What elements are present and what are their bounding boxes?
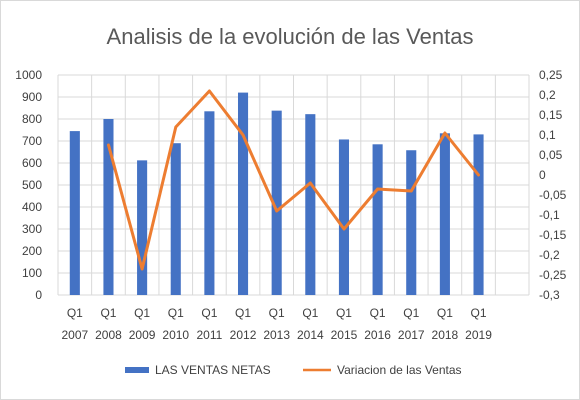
- line-variacion-ventas: [107, 89, 480, 271]
- bar-ventas-netas: [69, 131, 80, 295]
- bar-ventas-netas: [204, 111, 215, 295]
- y-right-tick-label: -0,2: [539, 248, 560, 262]
- x-tick-label-year: 2014: [297, 328, 324, 342]
- x-tick-label-quarter: Q1: [302, 306, 318, 320]
- x-tick-label-year: 2009: [129, 328, 156, 342]
- y-right-tick-label: 0,05: [539, 148, 563, 162]
- x-tick-label-year: 2011: [196, 328, 222, 342]
- line-point-variacion: [241, 133, 245, 137]
- x-tick-label-year: 2016: [364, 328, 391, 342]
- y-right-tick-label: -0,25: [539, 268, 567, 282]
- y-right-tick-label: -0,15: [539, 228, 567, 242]
- line-point-variacion: [410, 189, 413, 193]
- line-point-variacion: [443, 131, 447, 135]
- y-right-tick-label: 0,2: [539, 88, 556, 102]
- line-series: [107, 89, 480, 271]
- x-tick-label-quarter: Q1: [67, 306, 83, 320]
- bar-ventas-netas: [137, 160, 148, 295]
- line-point-variacion: [107, 143, 110, 147]
- y-right-tick-label: -0,3: [539, 288, 560, 302]
- x-axis: Q1 2007 Q1 2008 Q1 2009 Q1 2010 Q1 2011 Q1 2012 Q1 20…: [61, 306, 492, 342]
- bar-ventas-netas: [103, 119, 114, 295]
- y-left-tick-label: 300: [22, 222, 42, 236]
- legend-swatch-bar: [125, 367, 149, 373]
- bar-ventas-netas: [338, 139, 350, 295]
- line-point-variacion: [174, 125, 177, 129]
- gridlines: [57, 74, 530, 296]
- x-tick-label-quarter: Q1: [370, 306, 386, 320]
- x-tick-label-quarter: Q1: [134, 306, 150, 320]
- line-point-variacion: [477, 173, 480, 177]
- bar-series: [69, 92, 484, 295]
- x-tick-label-year: 2013: [263, 328, 290, 342]
- y-left-tick-label: 900: [22, 90, 42, 104]
- line-point-variacion: [376, 187, 379, 191]
- y-left-tick-label: 700: [22, 134, 42, 148]
- x-tick-label-quarter: Q1: [437, 306, 453, 320]
- x-tick-label-quarter: Q1: [336, 306, 352, 320]
- x-tick-label-year: 2015: [331, 328, 358, 342]
- x-tick-label-year: 2008: [95, 328, 122, 342]
- x-tick-label-quarter: Q1: [471, 306, 487, 320]
- legend: LAS VENTAS NETAS Variacion de las Ventas: [125, 363, 462, 377]
- x-tick-label-year: 2018: [432, 328, 459, 342]
- bar-ventas-netas: [439, 133, 450, 295]
- y-left-tick-label: 0: [35, 288, 42, 302]
- x-tick-label-year: 2012: [230, 328, 257, 342]
- x-tick-label-year: 2010: [162, 328, 189, 342]
- y-right-tick-label: 0,15: [539, 108, 563, 122]
- bar-ventas-netas: [170, 143, 181, 295]
- bar-ventas-netas: [372, 144, 383, 295]
- y-right-tick-label: 0,25: [539, 68, 563, 82]
- y-axis-left: 0 100 200 300 400 500 600 700 800 900 1000: [15, 68, 42, 302]
- bar-ventas-netas: [271, 110, 282, 295]
- x-tick-label-quarter: Q1: [235, 306, 251, 320]
- bar-ventas-netas: [237, 92, 249, 295]
- chart-title: Analisis de la evolución de las Ventas: [107, 24, 474, 49]
- line-point-variacion: [140, 267, 144, 271]
- y-right-tick-label: -0,05: [539, 188, 567, 202]
- line-point-variacion: [275, 209, 278, 213]
- legend-label-variacion: Variacion de las Ventas: [337, 363, 462, 377]
- x-tick-label-year: 2017: [398, 328, 425, 342]
- x-tick-label-quarter: Q1: [403, 306, 419, 320]
- y-left-tick-label: 600: [22, 156, 42, 170]
- line-point-variacion: [309, 181, 312, 185]
- x-tick-label-quarter: Q1: [168, 306, 184, 320]
- y-left-tick-label: 400: [22, 200, 42, 214]
- x-tick-label-year: 2019: [465, 328, 492, 342]
- y-left-tick-label: 200: [22, 244, 42, 258]
- x-tick-label-year: 2007: [61, 328, 88, 342]
- y-axis-right: 0,25 0,2 0,15 0,1 0,05 0 -0,05 -0,1 -0,15 -0,2 -0,…: [539, 68, 567, 302]
- y-left-tick-label: 1000: [15, 68, 42, 82]
- y-right-tick-label: -0,1: [539, 208, 560, 222]
- bar-ventas-netas: [305, 114, 316, 295]
- x-tick-label-quarter: Q1: [269, 306, 285, 320]
- x-tick-label-quarter: Q1: [201, 306, 217, 320]
- line-point-variacion: [208, 89, 211, 93]
- y-right-tick-label: 0: [539, 168, 546, 182]
- x-tick-label-quarter: Q1: [100, 306, 116, 320]
- y-left-tick-label: 100: [22, 266, 42, 280]
- y-right-tick-label: 0,1: [539, 128, 556, 142]
- bar-ventas-netas: [406, 150, 417, 295]
- line-point-variacion: [342, 227, 346, 231]
- y-left-tick-label: 800: [22, 112, 42, 126]
- y-left-tick-label: 500: [22, 178, 42, 192]
- legend-label-ventas-netas: LAS VENTAS NETAS: [155, 363, 271, 377]
- bar-ventas-netas: [473, 134, 484, 295]
